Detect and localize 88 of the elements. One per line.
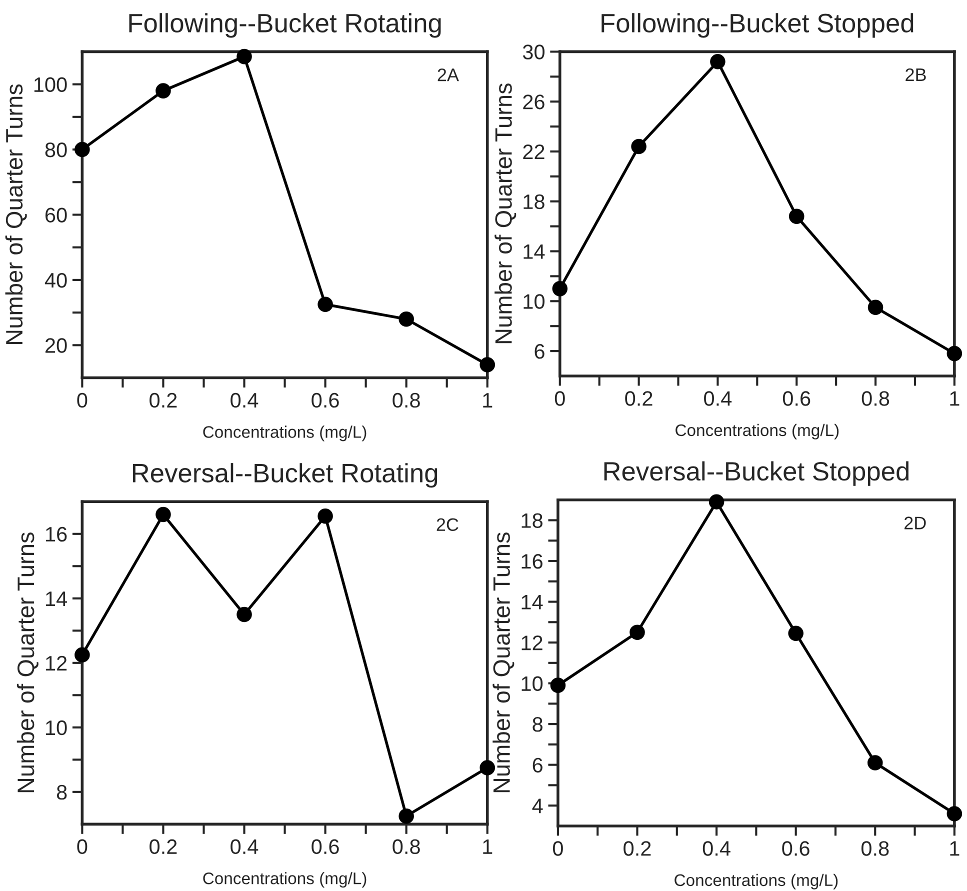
y-tick-label: 22 (523, 144, 544, 160)
point (398, 808, 414, 824)
y-tick-label: 60 (46, 208, 67, 222)
point (74, 142, 90, 158)
y-tick-label: 12 (46, 656, 67, 670)
y-tick-label: 6 (532, 758, 542, 773)
x-tick-label: 0 (77, 839, 88, 854)
y-tick-label: 80 (45, 142, 67, 158)
y-tick-label: 10 (524, 294, 544, 309)
y-tick-label: 16 (522, 554, 542, 569)
y-axis-title: Number of Quarter Turns (16, 532, 38, 792)
point (708, 494, 724, 510)
annotation: 2D (904, 516, 926, 530)
x-tick-label: 0.6 (312, 839, 339, 854)
x-tick-label: 0.8 (862, 391, 890, 406)
y-tick-label: 20 (45, 338, 67, 353)
y-axis-title: Number of Quarter Turns (5, 84, 27, 344)
y-tick-label: 16 (46, 526, 67, 542)
point (156, 506, 171, 522)
y-tick-label: 4 (532, 798, 543, 814)
point (318, 296, 333, 312)
point (480, 357, 496, 372)
y-axis-title: Number of Quarter Turns (494, 83, 516, 344)
x-tick-label: 0.2 (150, 392, 177, 408)
point (236, 606, 252, 622)
x-tick-label: 1 (950, 841, 960, 856)
x-tick-label: 0 (77, 392, 88, 408)
x-tick-label: 0.4 (702, 841, 730, 856)
x-tick-label: 0.2 (625, 391, 652, 406)
point (236, 48, 252, 64)
x-tick-label: 1 (483, 393, 492, 408)
annotation: 2C (436, 518, 458, 532)
point (156, 83, 171, 98)
point (788, 626, 804, 641)
point (398, 311, 414, 327)
x-tick-label: 0.8 (392, 392, 420, 408)
y-tick-label: 14 (524, 244, 545, 259)
annotation: 2B (906, 68, 926, 81)
y-tick-label: 14 (522, 594, 543, 610)
y-tick-label: 10 (46, 720, 67, 736)
x-tick-label: 1 (483, 840, 492, 854)
point (631, 138, 646, 154)
x-tick-label: 0 (552, 841, 563, 856)
y-tick-label: 8 (56, 784, 67, 800)
x-tick-label: 0.6 (312, 392, 339, 408)
x-axis-title: Concentrations (mg/L) (203, 426, 366, 442)
chart-title: Following--Bucket Rotating (129, 13, 441, 38)
point (552, 281, 568, 296)
chart-title: Reversal--Bucket Stopped (604, 461, 909, 486)
point (868, 300, 884, 316)
x-tick-label: 0.4 (704, 391, 732, 406)
y-tick-label: 10 (522, 676, 543, 692)
point (74, 647, 90, 662)
y-tick-label: 6 (534, 344, 544, 359)
x-tick-label: 0.6 (782, 841, 810, 856)
y-tick-label: 14 (46, 592, 68, 606)
point (946, 806, 962, 822)
y-tick-label: 8 (532, 717, 542, 732)
chart-title: Following--Bucket Stopped (602, 13, 914, 38)
y-tick-label: 12 (522, 636, 542, 650)
point (788, 208, 804, 224)
point (318, 508, 333, 524)
point (867, 755, 883, 770)
point (550, 678, 566, 693)
x-tick-label: 0.4 (230, 839, 258, 854)
point (710, 54, 726, 70)
x-tick-label: 0.6 (782, 391, 810, 406)
x-axis-title: Concentrations (mg/L) (674, 874, 838, 890)
x-tick-label: 0.4 (230, 392, 258, 408)
x-tick-label: 1 (950, 391, 960, 406)
annotation: 2A (438, 68, 459, 82)
y-tick-label: 18 (524, 194, 544, 210)
x-tick-label: 0.2 (624, 841, 651, 856)
x-tick-label: 0.8 (392, 839, 420, 854)
chart-title: Reversal--Bucket Rotating (132, 463, 438, 488)
point (946, 346, 962, 362)
x-axis-title: Concentrations (mg/L) (203, 872, 366, 888)
x-tick-label: 0.8 (861, 841, 889, 856)
y-tick-label: 100 (34, 77, 67, 92)
y-tick-label: 30 (522, 44, 544, 60)
y-axis-title: Number of Quarter Turns (492, 532, 514, 792)
y-tick-label: 40 (44, 272, 67, 288)
y-tick-label: 26 (523, 94, 544, 110)
y-tick-label: 18 (522, 513, 542, 528)
x-tick-label: 0.2 (150, 839, 177, 854)
point (630, 624, 645, 640)
x-axis-title: Concentrations (mg/L) (676, 424, 839, 440)
x-tick-label: 0 (554, 391, 565, 406)
